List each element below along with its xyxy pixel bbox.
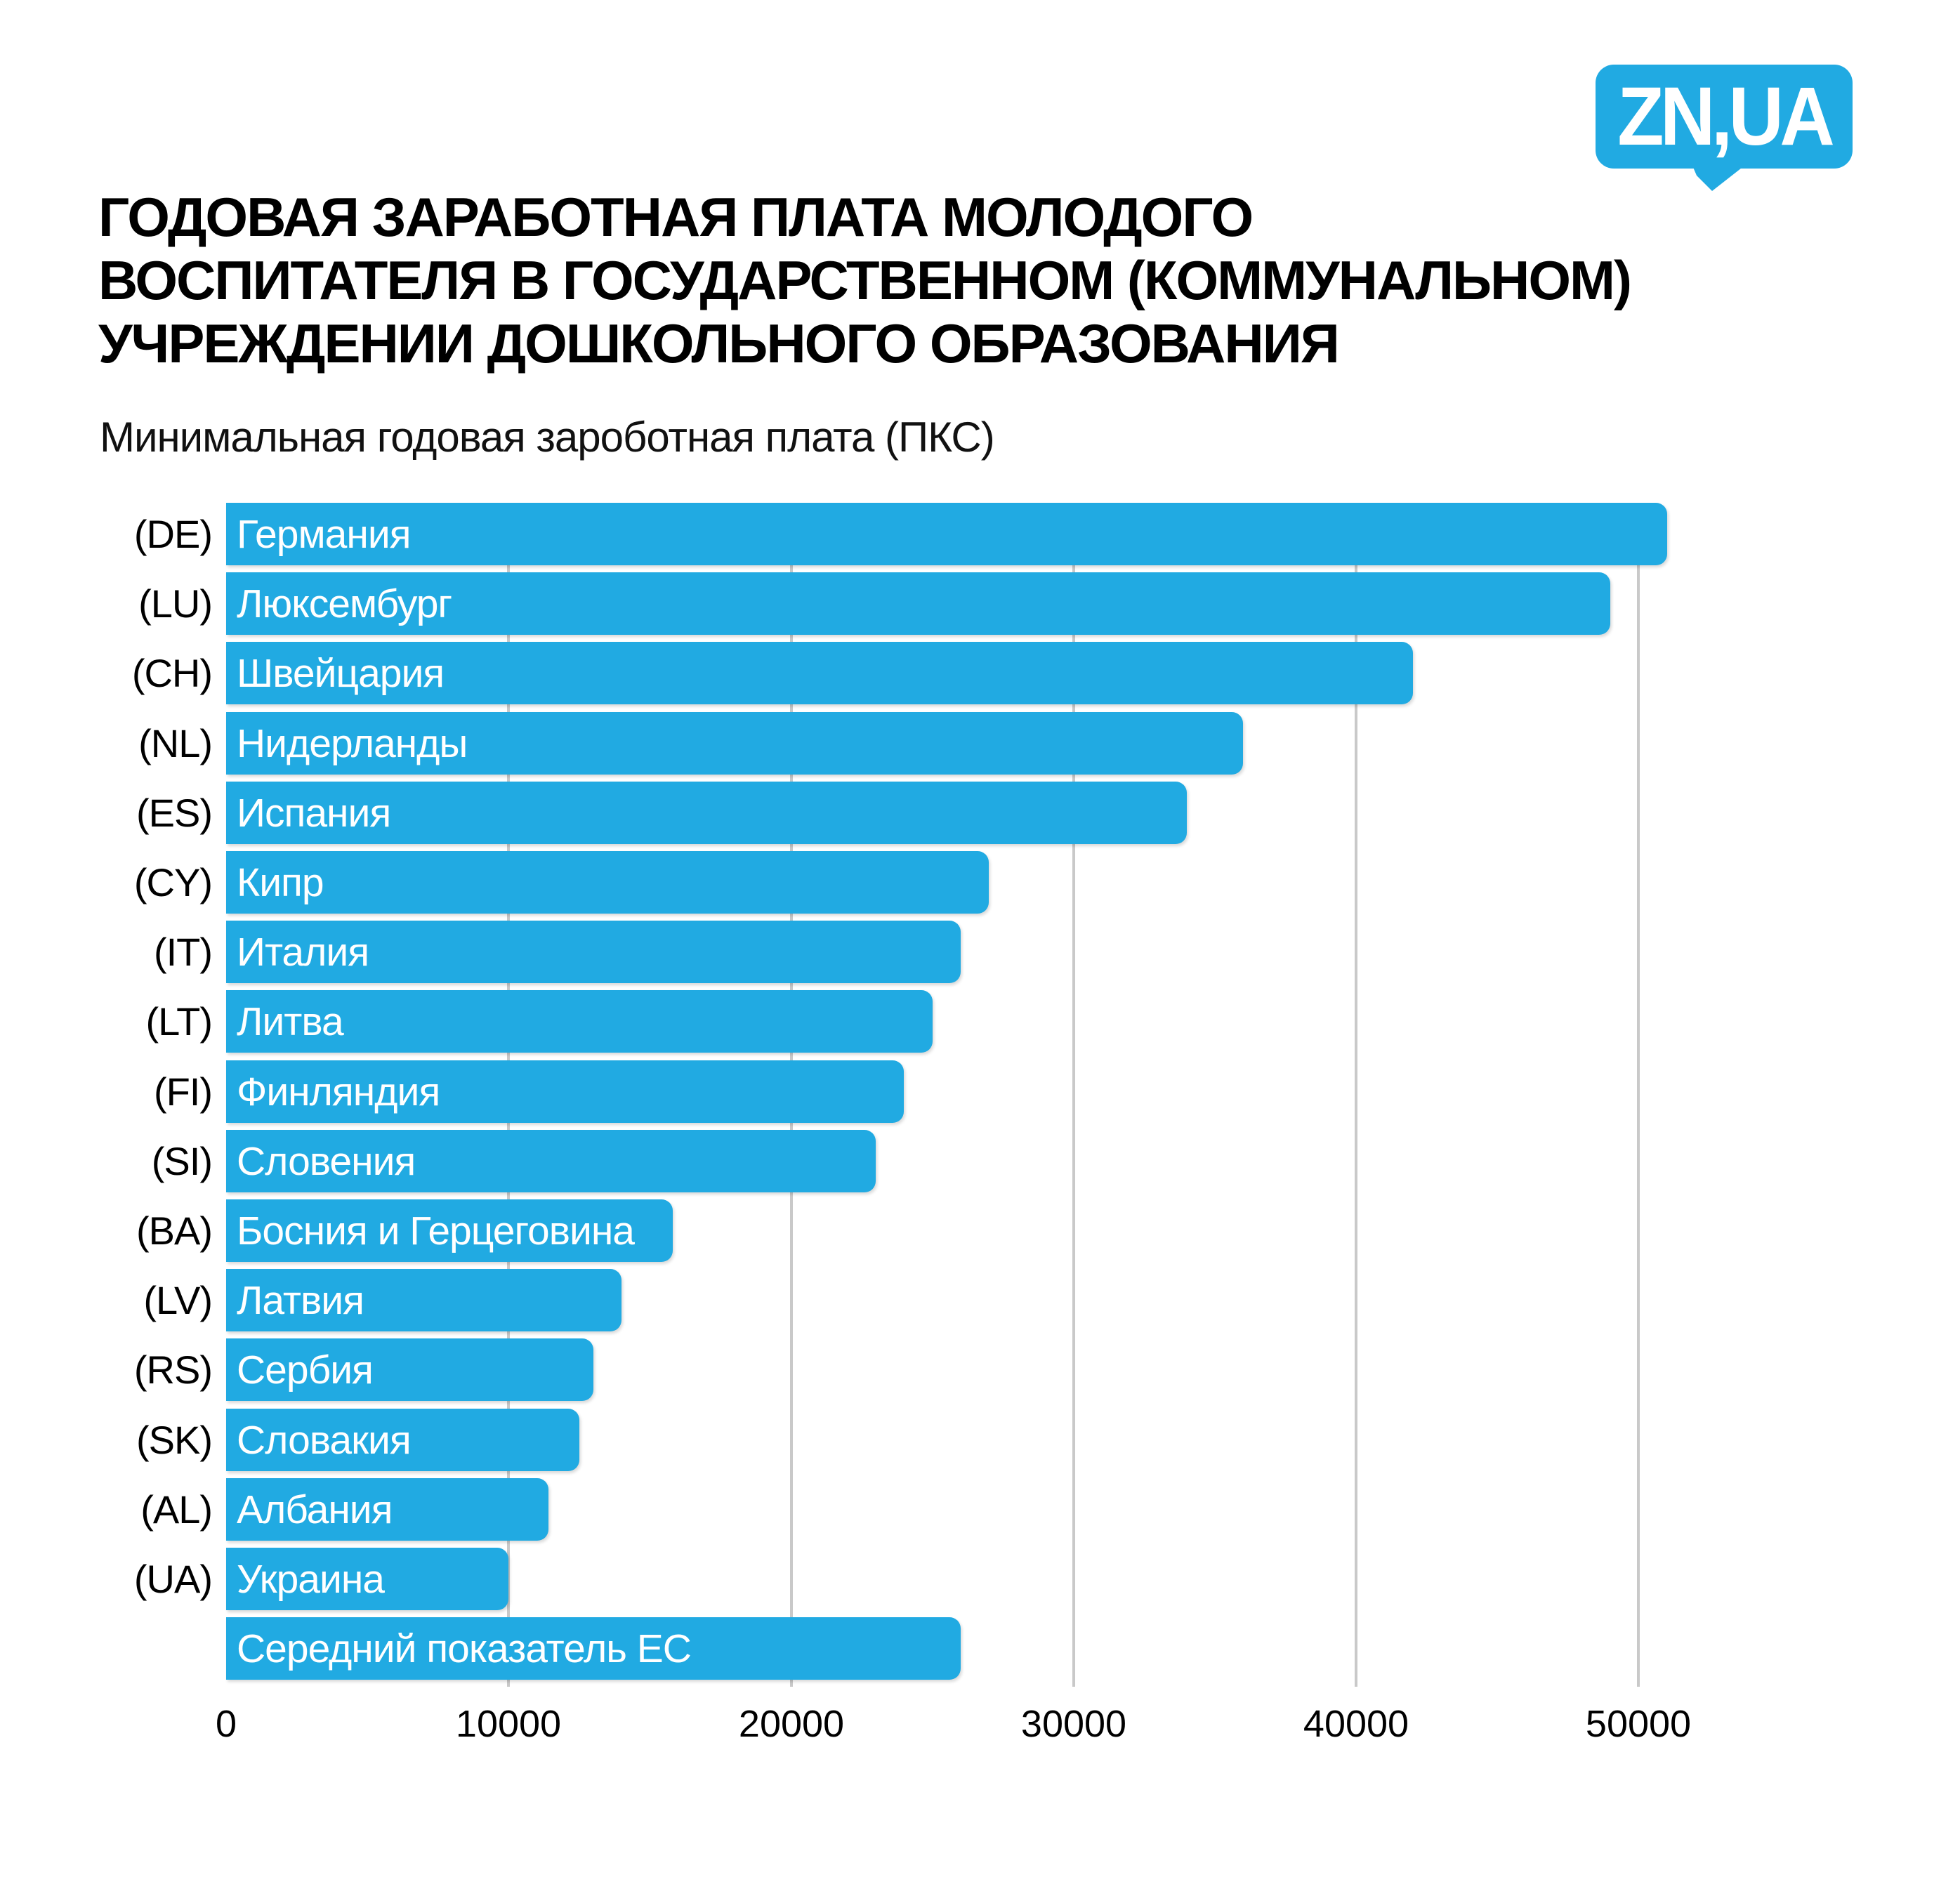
logo-bubble-tail-icon bbox=[1692, 166, 1744, 191]
title-line-1: ГОДОВАЯ ЗАРАБОТНАЯ ПЛАТА МОЛОДОГО bbox=[98, 186, 1254, 248]
country-code-label: (IT) bbox=[153, 930, 213, 974]
bar-country-label: Латвия bbox=[237, 1277, 364, 1323]
bar-row: Украина bbox=[226, 1548, 508, 1610]
logo-text: ZN,UA bbox=[1617, 70, 1835, 163]
bar-row: Кипр bbox=[226, 851, 989, 914]
gridline-x-40000 bbox=[1355, 503, 1357, 1687]
country-code-label: (RS) bbox=[133, 1348, 213, 1392]
bar-country-label: Люксембург bbox=[237, 581, 452, 626]
country-code-label: (CH) bbox=[131, 651, 213, 695]
x-tick-label-50000: 50000 bbox=[1585, 1703, 1692, 1745]
gridline-x-50000 bbox=[1637, 503, 1640, 1687]
bar-row: Германия bbox=[226, 503, 1667, 565]
bar-row: Нидерланды bbox=[226, 712, 1243, 775]
country-code-label: (ES) bbox=[136, 791, 213, 835]
x-tick-label-20000: 20000 bbox=[738, 1703, 845, 1745]
country-code-label: (LT) bbox=[145, 999, 213, 1044]
x-tick-label-10000: 10000 bbox=[455, 1703, 562, 1745]
country-code-label: (LU) bbox=[138, 581, 213, 626]
znua-logo: ZN,UA bbox=[1596, 65, 1853, 192]
bar-country-label: Швейцария bbox=[237, 650, 445, 696]
bar-row: Сербия bbox=[226, 1338, 593, 1401]
bar-country-label: Словения bbox=[237, 1138, 416, 1184]
country-code-label: (NL) bbox=[138, 721, 213, 765]
country-code-label: (CY) bbox=[133, 860, 213, 904]
x-tick-label-0: 0 bbox=[215, 1703, 237, 1745]
bar-country-label: Нидерланды bbox=[237, 720, 468, 766]
bar-country-label: Середний показатель ЕС bbox=[237, 1626, 692, 1671]
bar-country-label: Сербия bbox=[237, 1347, 374, 1393]
country-code-label: (SI) bbox=[151, 1139, 213, 1183]
bar-country-label: Италия bbox=[237, 929, 369, 975]
bar-country-label: Финляндия bbox=[237, 1069, 440, 1114]
bar-row: Испания bbox=[226, 782, 1187, 844]
x-tick-label-30000: 30000 bbox=[1020, 1703, 1127, 1745]
bar-row: Латвия bbox=[226, 1269, 621, 1331]
bar-country-label: Испания bbox=[237, 790, 391, 836]
country-code-label: (SK) bbox=[136, 1418, 213, 1462]
bar-row: Босния и Герцеговина bbox=[226, 1199, 673, 1262]
country-code-label: (LV) bbox=[143, 1278, 213, 1322]
logo-bubble: ZN,UA bbox=[1596, 65, 1853, 169]
bar-country-label: Босния и Герцеговина bbox=[237, 1208, 635, 1253]
bar-country-label: Украина bbox=[237, 1556, 385, 1602]
country-code-label: (UA) bbox=[133, 1557, 213, 1601]
bar-country-label: Кипр bbox=[237, 860, 324, 905]
bar-row: Литва bbox=[226, 990, 933, 1053]
x-tick-label-40000: 40000 bbox=[1303, 1703, 1409, 1745]
chart-subtitle: Минимальная годовая зароботная плата (ПК… bbox=[100, 414, 995, 461]
bar-country-label: Германия bbox=[237, 511, 412, 557]
bar-row: Швейцария bbox=[226, 642, 1413, 704]
bar-row: Италия bbox=[226, 921, 961, 983]
gridline-x-30000 bbox=[1072, 503, 1075, 1687]
page-title: ГОДОВАЯ ЗАРАБОТНАЯ ПЛАТА МОЛОДОГО ВОСПИТ… bbox=[98, 185, 1868, 375]
bar-row: Словения bbox=[226, 1130, 876, 1192]
country-code-label: (AL) bbox=[140, 1487, 213, 1532]
bar-row: Албания bbox=[226, 1478, 548, 1541]
title-line-2: ВОСПИТАТЕЛЯ В ГОСУДАРСТВЕННОМ (КОММУНАЛЬ… bbox=[98, 249, 1632, 311]
bar-country-label: Литва bbox=[237, 999, 344, 1044]
bar-row: Люксембург bbox=[226, 572, 1610, 635]
country-code-label: (FI) bbox=[153, 1069, 213, 1114]
bar-row: Словакия bbox=[226, 1409, 579, 1471]
bar-country-label: Албания bbox=[237, 1487, 393, 1532]
title-line-3: УЧРЕЖДЕНИИ ДОШКОЛЬНОГО ОБРАЗОВАНИЯ bbox=[98, 312, 1340, 374]
country-code-label: (BA) bbox=[136, 1209, 213, 1253]
bar-country-label: Словакия bbox=[237, 1417, 412, 1463]
bar-row: Финляндия bbox=[226, 1060, 904, 1123]
bar-row: Середний показатель ЕС bbox=[226, 1617, 961, 1680]
country-code-label: (DE) bbox=[133, 512, 213, 556]
